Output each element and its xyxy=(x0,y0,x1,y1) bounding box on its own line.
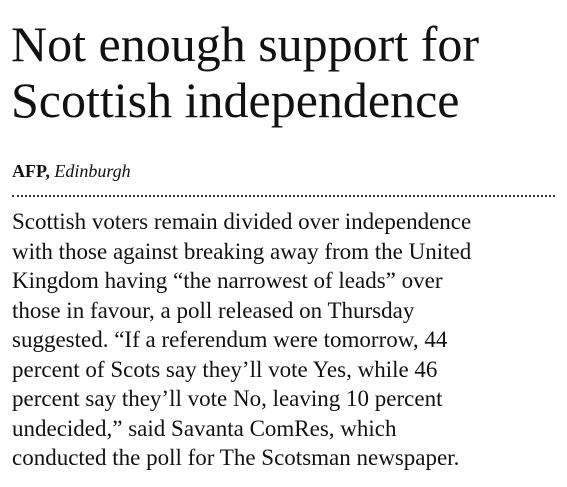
article-body: Scottish voters remain divided over inde… xyxy=(12,207,471,473)
body-line: undecided,” said Savanta ComRes, which xyxy=(12,415,397,441)
body-line: suggested. “If a referendum were tomorro… xyxy=(12,327,448,352)
body-line: percent of Scots say they’ll vote Yes, w… xyxy=(12,356,438,382)
dotted-rule xyxy=(12,195,555,197)
headline: Not enough support for Scottish independe… xyxy=(11,16,479,128)
body-line: with those against breaking away from th… xyxy=(12,238,472,264)
body-line: percent say they’ll vote No, leaving 10 … xyxy=(12,386,443,411)
body-line: Kingdom having “the narrowest of leads” … xyxy=(12,268,443,293)
body-line: those in favour, a poll released on Thur… xyxy=(12,297,415,323)
body-line: conducted the poll for The Scotsman news… xyxy=(12,445,460,470)
byline-source: AFP, xyxy=(12,161,50,181)
byline: AFP, Edinburgh xyxy=(12,160,131,182)
body-line: Scottish voters remain divided over inde… xyxy=(12,209,472,234)
headline-line: Not enough support for xyxy=(11,16,479,72)
byline-location: Edinburgh xyxy=(54,161,131,181)
headline-line: Scottish independence xyxy=(11,72,460,128)
